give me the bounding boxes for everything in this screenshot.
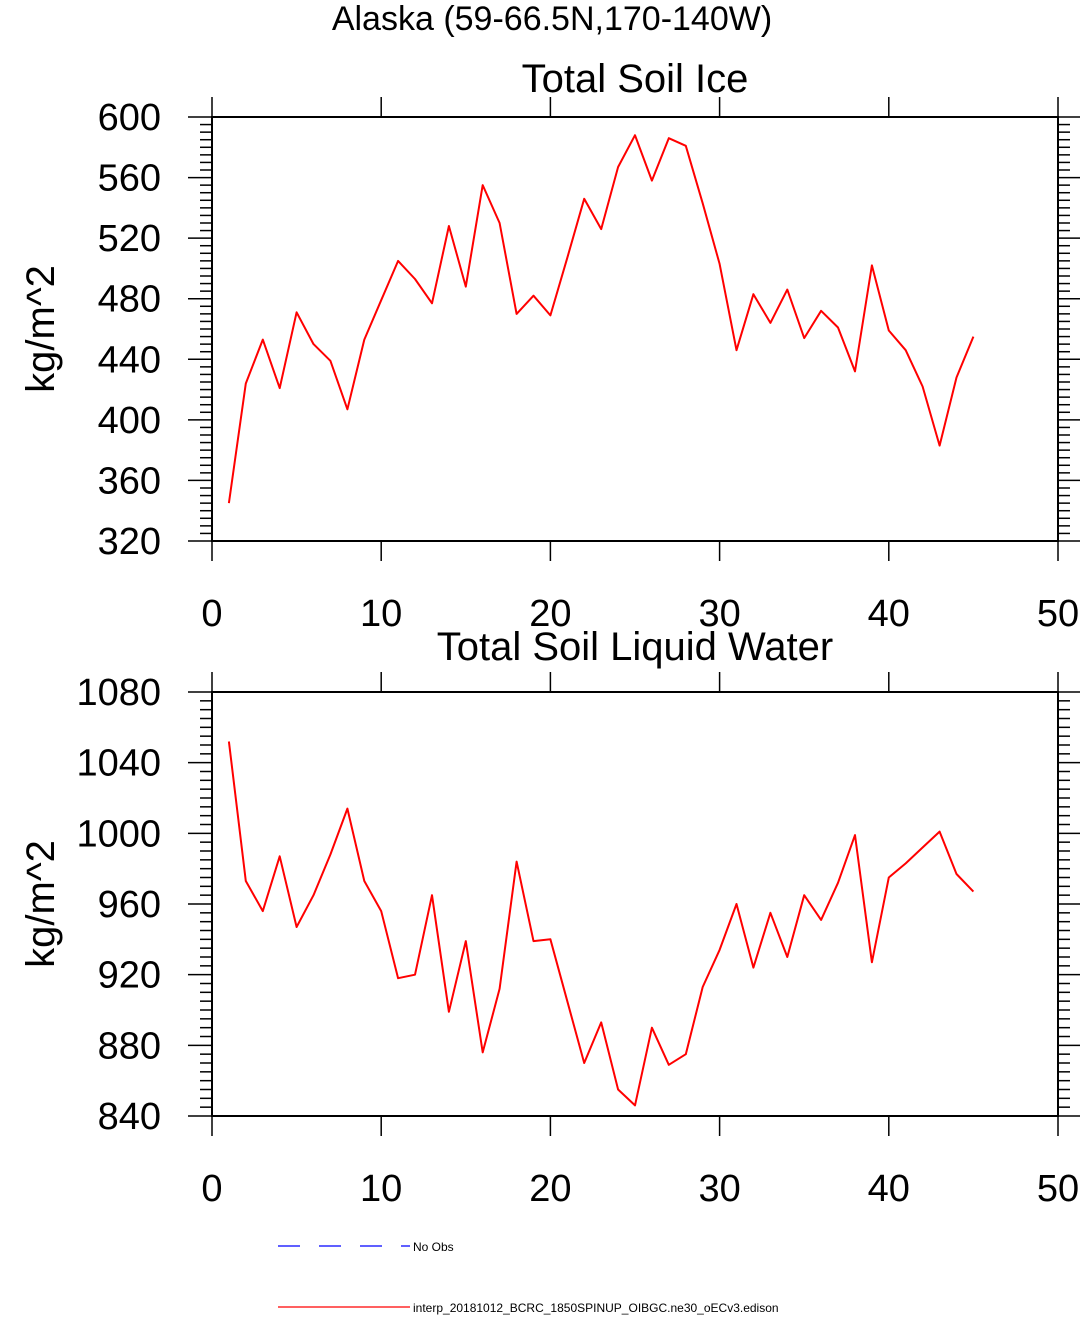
y-tick-label: 840 xyxy=(98,1096,161,1138)
figure-title: Alaska (59-66.5N,170-140W) xyxy=(332,0,772,38)
x-tick-label: 50 xyxy=(1037,593,1079,635)
series-line-1 xyxy=(227,134,975,504)
panel-2: Total Soil Liquid Water kg/m^2 840 880 920 96… xyxy=(19,625,1080,1210)
y-tick-label: 560 xyxy=(98,158,161,200)
legend-label: No Obs xyxy=(413,1240,454,1254)
x-tick-label: 40 xyxy=(868,593,910,635)
x-tick-label: 0 xyxy=(201,593,222,635)
y-tick-label: 920 xyxy=(98,955,161,997)
x-tick-label: 30 xyxy=(698,1168,740,1210)
y-axis-label: kg/m^2 xyxy=(19,840,63,968)
y-tick-label: 360 xyxy=(98,460,161,502)
legend: No Obs interp_20181012_BCRC_1850SPINUP_OI… xyxy=(278,1240,779,1315)
x-tick-label: 0 xyxy=(201,1168,222,1210)
y-tick-label: 1040 xyxy=(76,743,161,785)
y-tick-label: 880 xyxy=(98,1025,161,1067)
y-tick-label: 600 xyxy=(98,97,161,139)
y-tick-label: 1000 xyxy=(76,813,161,855)
legend-entry-2: interp_20181012_BCRC_1850SPINUP_OIBGC.ne… xyxy=(278,1301,779,1315)
x-tick-label: 20 xyxy=(529,593,571,635)
legend-entry-1: No Obs xyxy=(278,1240,454,1254)
panel-title: Total Soil Liquid Water xyxy=(437,625,833,669)
panel-title: Total Soil Ice xyxy=(522,57,749,101)
y-axis-label: kg/m^2 xyxy=(19,265,63,393)
y-tick-label: 320 xyxy=(98,521,161,563)
y-tick-label: 480 xyxy=(98,279,161,321)
plot-frame xyxy=(211,691,1059,1117)
y-tick-label: 400 xyxy=(98,400,161,442)
x-tick-label: 10 xyxy=(360,593,402,635)
y-tick-label: 1080 xyxy=(76,672,161,714)
x-tick-label: 10 xyxy=(360,1168,402,1210)
series-line-1 xyxy=(227,741,975,1107)
plot-frame xyxy=(211,116,1059,542)
y-tick-label: 520 xyxy=(98,218,161,260)
y-tick-label: 440 xyxy=(98,339,161,381)
x-tick-label: 40 xyxy=(868,1168,910,1210)
x-tick-label: 50 xyxy=(1037,1168,1079,1210)
x-tick-label: 20 xyxy=(529,1168,571,1210)
panel-1: Total Soil Icekg/m^232036040044048052056… xyxy=(19,57,1080,635)
legend-label: interp_20181012_BCRC_1850SPINUP_OIBGC.ne… xyxy=(413,1301,779,1315)
x-tick-label: 30 xyxy=(698,593,740,635)
y-tick-label: 960 xyxy=(98,884,161,926)
